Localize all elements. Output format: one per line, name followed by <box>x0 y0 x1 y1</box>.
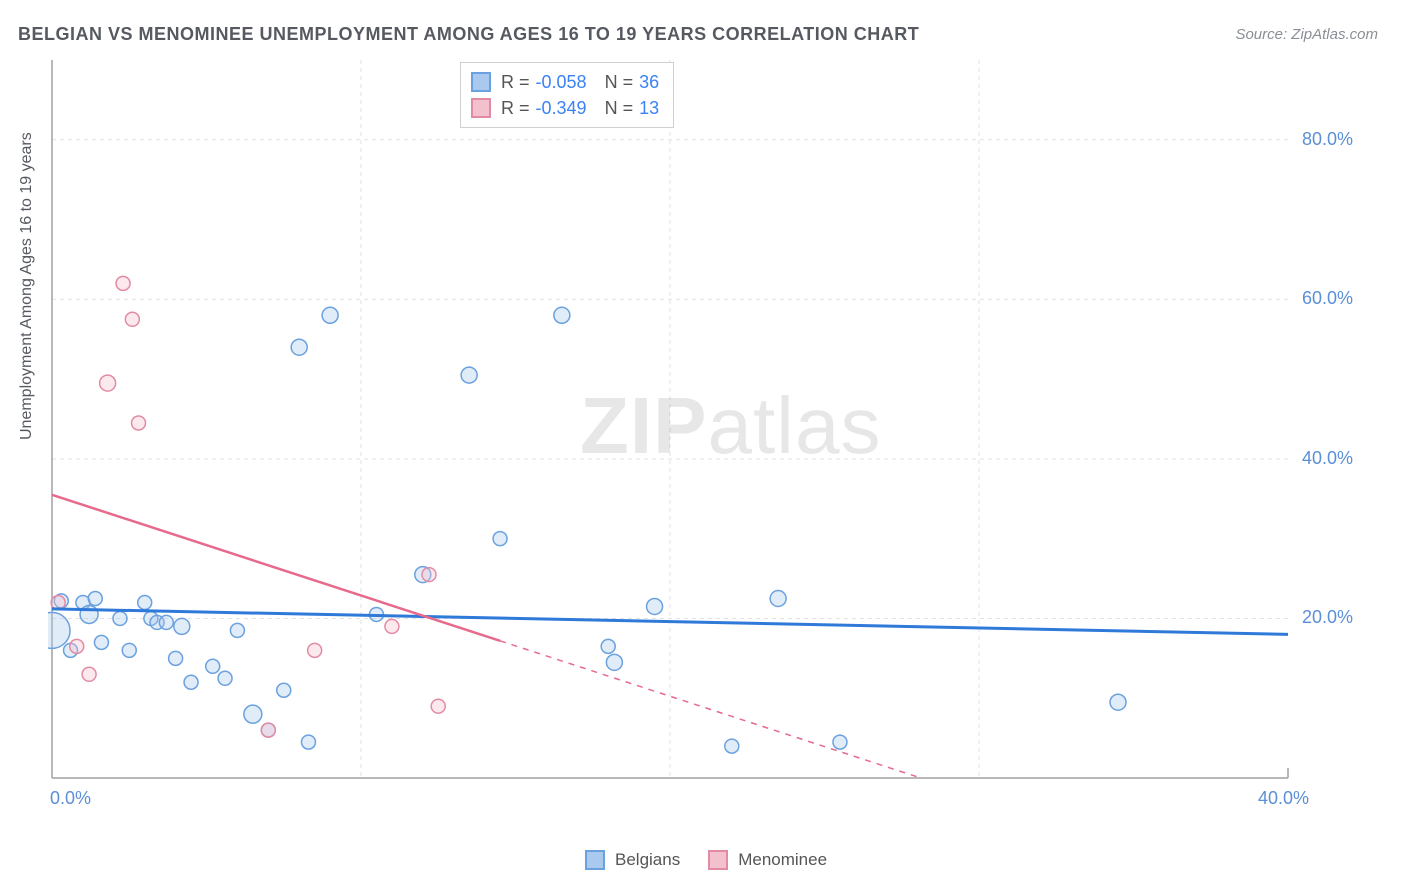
legend-label: Belgians <box>615 850 680 870</box>
y-axis-label: Unemployment Among Ages 16 to 19 years <box>18 132 36 440</box>
plot-svg <box>48 60 1348 818</box>
scatter-plot <box>48 60 1348 818</box>
x-tick-label: 40.0% <box>1258 788 1309 809</box>
n-label: N = <box>605 98 634 119</box>
stats-row: R = -0.058 N =36 <box>471 69 659 95</box>
r-label: R = <box>501 98 530 119</box>
y-tick-label: 80.0% <box>1302 129 1353 150</box>
source-label: Source: ZipAtlas.com <box>1235 26 1378 43</box>
series-legend: Belgians Menominee <box>585 850 845 870</box>
legend-label: Menominee <box>738 850 827 870</box>
series-swatch <box>471 72 491 92</box>
y-tick-label: 60.0% <box>1302 288 1353 309</box>
n-label: N = <box>605 72 634 93</box>
correlation-stats-box: R = -0.058 N =36 R = -0.349 N =13 <box>460 62 674 128</box>
y-tick-label: 20.0% <box>1302 607 1353 628</box>
series-swatch <box>471 98 491 118</box>
r-label: R = <box>501 72 530 93</box>
chart-title: BELGIAN VS MENOMINEE UNEMPLOYMENT AMONG … <box>18 24 919 45</box>
x-tick-label: 0.0% <box>50 788 91 809</box>
legend-swatch <box>708 850 728 870</box>
y-tick-label: 40.0% <box>1302 448 1353 469</box>
legend-swatch <box>585 850 605 870</box>
n-value: 36 <box>639 72 659 93</box>
stats-row: R = -0.349 N =13 <box>471 95 659 121</box>
r-value: -0.058 <box>536 72 587 93</box>
n-value: 13 <box>639 98 659 119</box>
r-value: -0.349 <box>536 98 587 119</box>
